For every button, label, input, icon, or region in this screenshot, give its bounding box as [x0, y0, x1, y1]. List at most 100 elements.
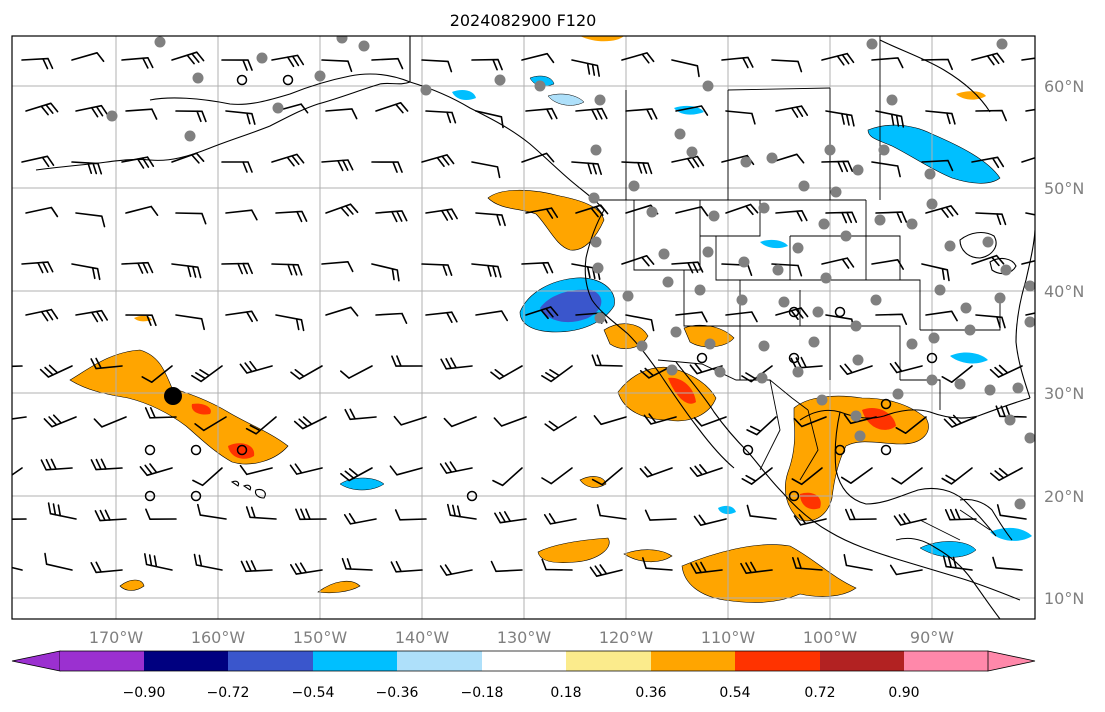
station-dot	[670, 326, 682, 338]
wind-barb	[671, 261, 704, 274]
wind-barb	[644, 509, 677, 521]
graticule	[12, 36, 1035, 619]
station-ring	[190, 490, 202, 502]
wind-barb	[746, 416, 777, 436]
wind-barb	[825, 211, 858, 224]
lat-label: 10°N	[1044, 589, 1084, 608]
colorbar-tick: 0.72	[804, 685, 835, 701]
wind-barb	[443, 416, 477, 428]
wind-barb	[321, 59, 353, 73]
station-dot	[870, 294, 882, 306]
wind-barb	[571, 59, 600, 77]
wind-barb	[375, 102, 409, 114]
colorbar-tick: 0.36	[635, 685, 666, 701]
wind-barb	[793, 416, 827, 428]
wind-barb	[171, 51, 205, 65]
station-dot	[592, 262, 604, 274]
station-dot	[984, 384, 996, 396]
wind-barb	[771, 59, 803, 73]
wind-barb	[225, 110, 256, 125]
wind-barb	[341, 557, 373, 571]
wind-barb	[740, 561, 773, 574]
station-dot	[662, 276, 674, 288]
wind-barb	[895, 416, 927, 434]
wind-barb	[642, 557, 673, 571]
station-dot	[1000, 264, 1012, 276]
colorbar-tick: −0.18	[461, 685, 504, 701]
wind-barb	[790, 356, 823, 369]
colorbar-extend-high	[987, 650, 1036, 672]
wind-barb	[591, 354, 623, 367]
wind-barb	[125, 314, 157, 327]
colorbar-segment	[904, 651, 988, 671]
wind-barb	[990, 467, 1023, 482]
station-dot	[1012, 382, 1024, 394]
station-dot	[184, 130, 196, 142]
station-dot	[622, 290, 634, 302]
wind-barb	[591, 467, 623, 486]
wind-barb	[93, 416, 127, 428]
wind-barb	[971, 156, 1005, 169]
wind-barb	[925, 110, 956, 125]
station-dot	[866, 38, 878, 50]
wind-barb	[625, 314, 655, 332]
wind-barb	[871, 57, 904, 69]
station-dot	[494, 74, 506, 86]
wind-barb	[193, 553, 223, 571]
political-borders	[409, 36, 1001, 541]
wind-barb	[194, 416, 227, 432]
wind-barb	[621, 52, 655, 64]
wind-barb	[175, 314, 205, 331]
wind-barb	[239, 360, 273, 374]
station-ring	[236, 444, 248, 456]
wind-barb	[725, 203, 759, 216]
wind-barb	[191, 365, 223, 383]
wind-barbs	[12, 51, 1035, 577]
wind-barb	[571, 161, 602, 175]
station-ring	[788, 352, 800, 364]
station-dot	[1004, 414, 1016, 426]
lon-label: 120°W	[599, 628, 654, 647]
station-dot	[874, 214, 886, 226]
wind-barb	[145, 508, 177, 520]
wind-barb	[690, 561, 723, 574]
station-dot	[926, 374, 938, 386]
wind-barb	[25, 206, 59, 218]
wind-barb	[996, 504, 1027, 520]
wind-barb	[121, 57, 154, 69]
station-ring	[696, 352, 708, 364]
wind-barb	[821, 160, 854, 173]
wind-barb	[390, 560, 423, 573]
station-dot	[686, 146, 698, 158]
wind-barb	[421, 263, 453, 276]
station-dot	[960, 302, 972, 314]
wind-barb	[593, 415, 627, 426]
wind-barb	[741, 467, 773, 485]
station-ring	[236, 74, 248, 86]
anomaly-region-pacific-red-1	[191, 403, 211, 415]
wind-barb	[439, 564, 473, 576]
wind-barb	[525, 207, 559, 219]
station-dot	[934, 284, 946, 296]
wind-barb	[921, 263, 950, 282]
wind-barb	[90, 357, 123, 370]
station-dot	[588, 192, 600, 204]
wind-barb	[725, 311, 758, 323]
wind-barb	[571, 263, 601, 280]
station-dot	[594, 94, 606, 106]
wind-barb	[25, 102, 59, 116]
wind-barb	[271, 263, 303, 276]
colorbar-segment	[228, 651, 313, 671]
wind-barb	[141, 365, 173, 383]
wind-barb	[775, 210, 808, 222]
wind-barb	[44, 552, 73, 571]
wind-barb	[475, 212, 506, 227]
station-dot	[816, 394, 828, 406]
wind-barb	[693, 416, 727, 427]
colorbar-segment	[566, 651, 651, 671]
colorbar-extend-low	[11, 650, 61, 672]
colorbar-tick: −0.54	[292, 685, 335, 701]
wind-barb	[371, 161, 403, 173]
wind-barb	[942, 555, 973, 571]
lat-label: 50°N	[1044, 179, 1084, 198]
